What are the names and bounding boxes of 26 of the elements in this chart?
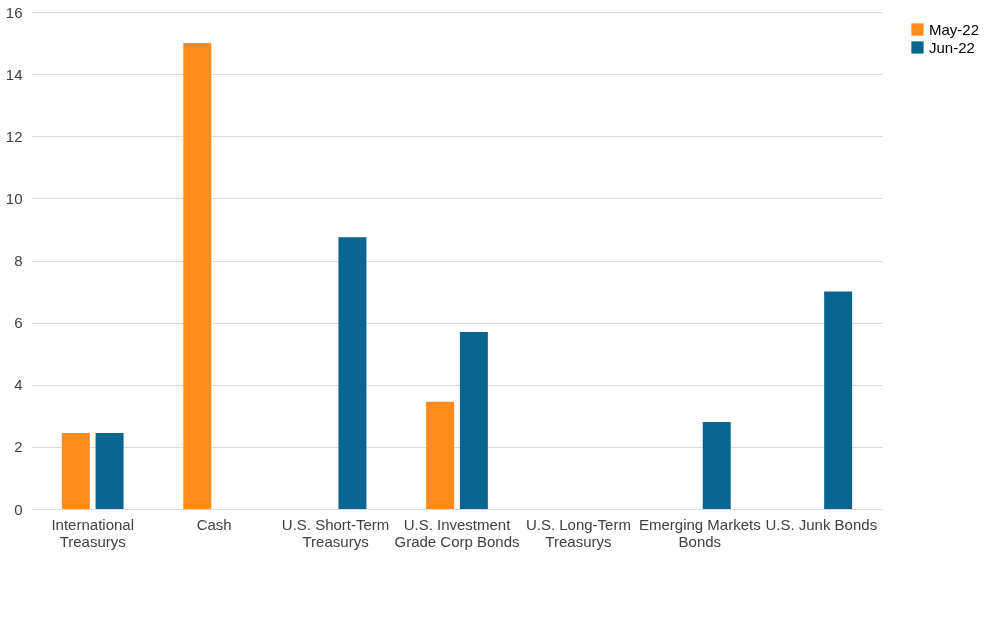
bar [61,432,90,509]
y-tick-label: 14 [5,65,23,83]
y-tick-label: 6 [14,314,23,332]
y-tick-label: 10 [5,189,23,207]
y-tick-label: 16 [5,3,23,21]
bar [338,237,367,509]
bar [183,43,212,509]
y-tick-label: 8 [14,252,23,269]
bar [95,432,124,509]
legend-label: Jun-22 [929,38,975,56]
y-tick-label: 4 [14,376,23,394]
y-tick-label: 0 [14,500,23,518]
bar [824,291,853,509]
x-tick-label: U.S. Long-Term Treasurys [525,515,631,550]
bar [426,401,455,509]
bar [702,422,731,509]
x-tick-label: U.S. Junk Bonds [765,515,878,533]
x-tick-label: U.S. Short-Term Treasurys [281,515,390,550]
bar [459,331,488,509]
y-tick-label: 12 [5,127,23,145]
legend-label: May-22 [929,20,980,38]
x-tick-label: International Treasurys [51,515,134,550]
x-tick-label: Emerging Markets Bonds [639,515,761,550]
y-tick-label: 2 [14,438,23,456]
x-tick-label: U.S. Investment Grade Corp Bonds [394,515,520,550]
x-tick-label: Cash [196,515,232,533]
